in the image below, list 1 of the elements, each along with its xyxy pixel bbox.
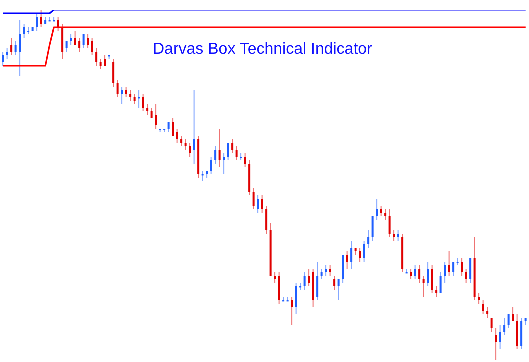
text: Darvas Box Technical Indicator bbox=[153, 41, 372, 59]
